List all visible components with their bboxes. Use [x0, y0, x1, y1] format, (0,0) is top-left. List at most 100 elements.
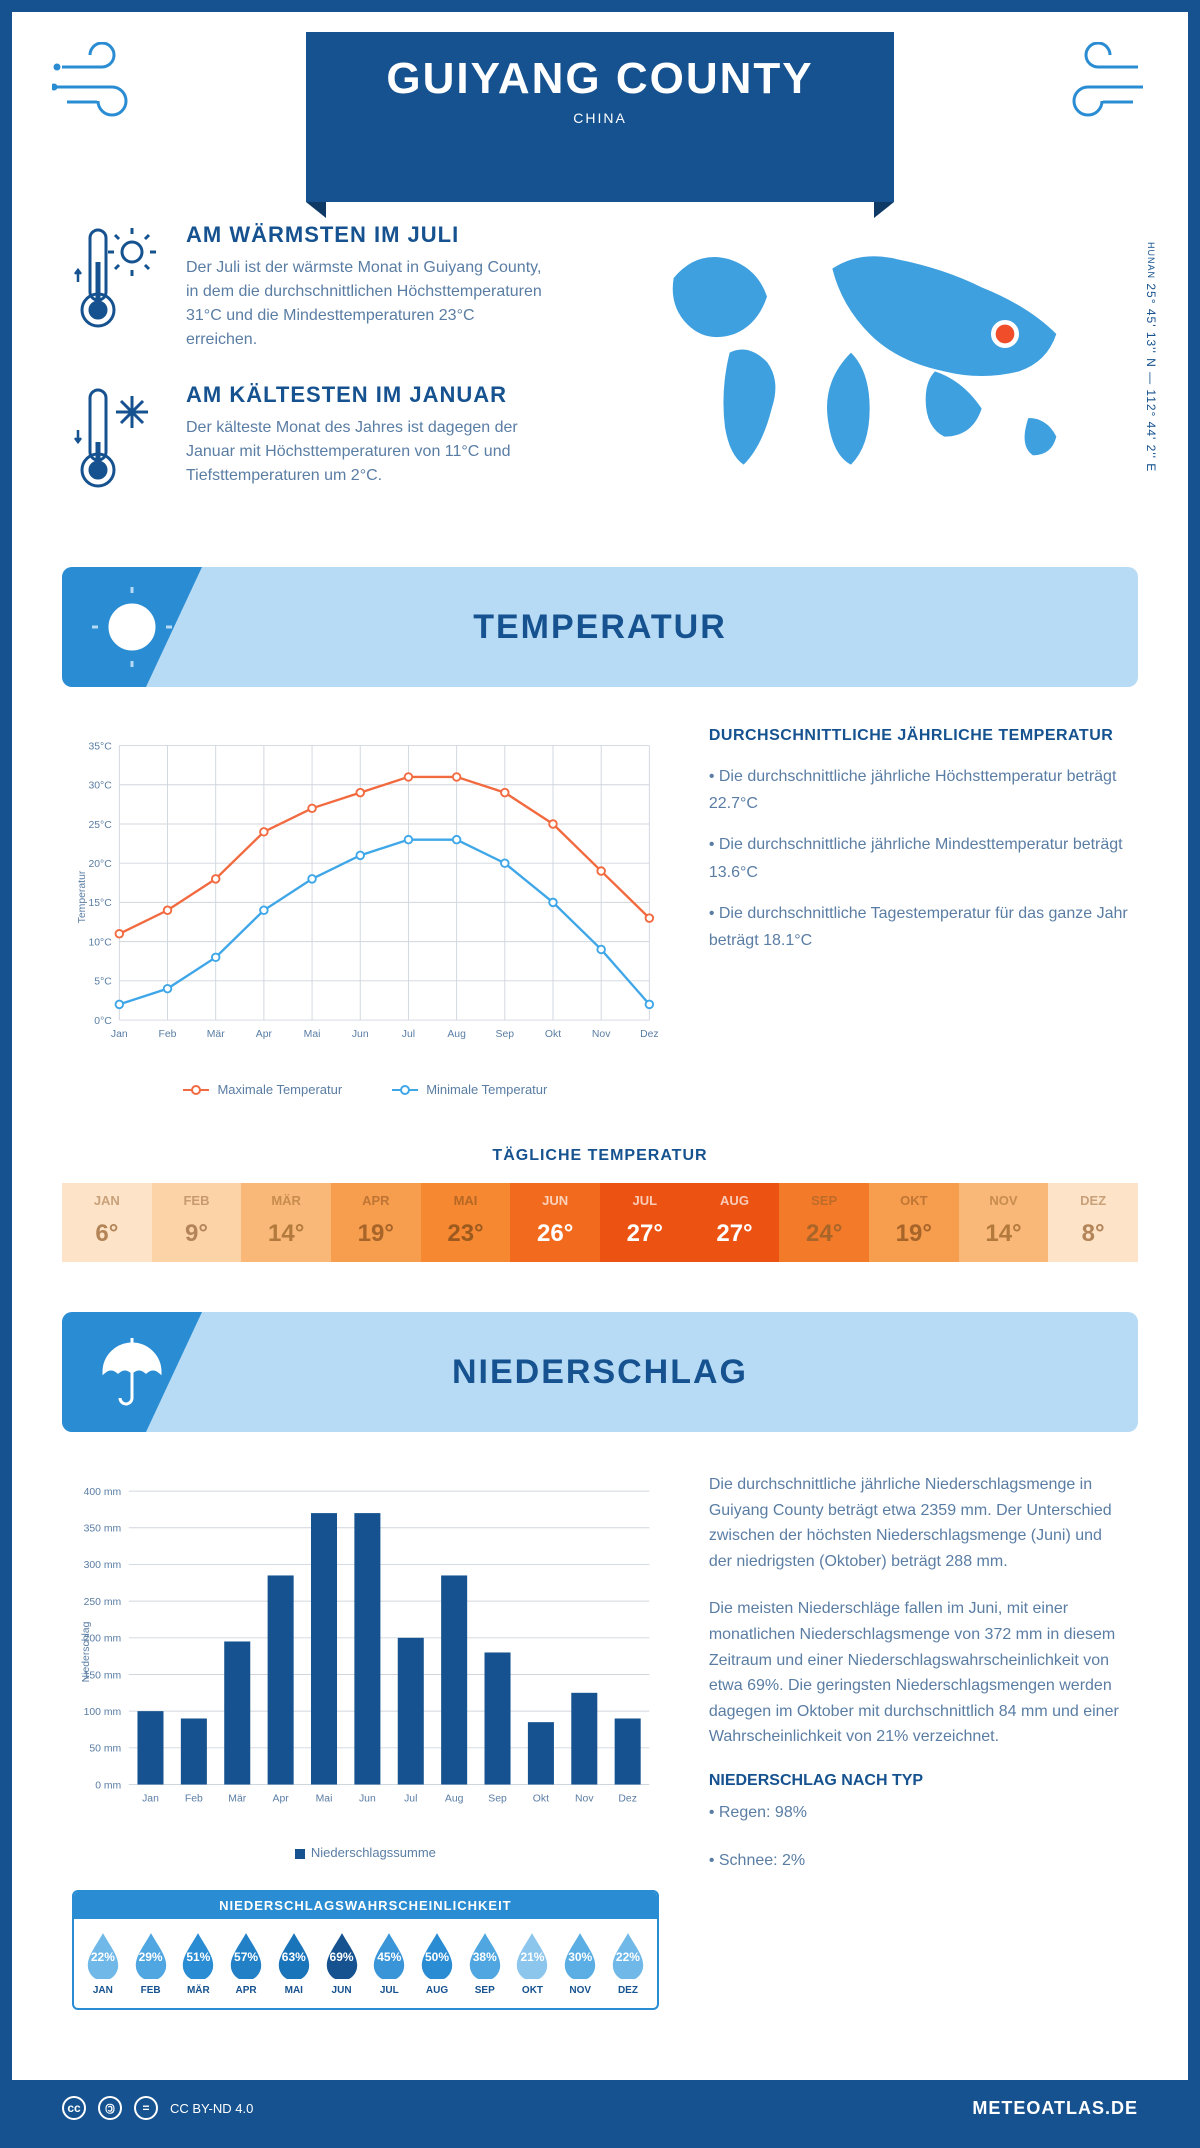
- daily-temp-grid: JAN6°FEB9°MÄR14°APR19°MAI23°JUN26°JUL27°…: [62, 1183, 1138, 1262]
- precipitation-probability-box: NIEDERSCHLAGSWAHRSCHEINLICHKEIT 22%JAN29…: [72, 1890, 659, 2010]
- svg-text:Jan: Jan: [111, 1029, 128, 1040]
- svg-text:Jan: Jan: [142, 1794, 159, 1805]
- daily-temp-cell: JUL27°: [600, 1183, 690, 1262]
- svg-text:Dez: Dez: [640, 1029, 659, 1040]
- svg-text:400 mm: 400 mm: [84, 1487, 122, 1498]
- svg-text:Nov: Nov: [592, 1029, 611, 1040]
- prob-cell: 69%JUN: [319, 1931, 365, 1996]
- prob-cell: 63%MAI: [271, 1931, 317, 1996]
- svg-text:25°C: 25°C: [88, 820, 112, 831]
- prob-cell: 21%OKT: [510, 1931, 556, 1996]
- svg-text:Sep: Sep: [496, 1029, 515, 1040]
- daily-temp-cell: APR19°: [331, 1183, 421, 1262]
- temperature-line-chart: 0°C 5°C 10°C 15°C 20°C 25°C 30°C 35°C Jan Feb Mär A…: [72, 727, 659, 1097]
- bar-chart-legend: Niederschlagssumme: [72, 1845, 659, 1860]
- svg-text:350 mm: 350 mm: [84, 1524, 122, 1535]
- temperature-info: DURCHSCHNITTLICHE JÄHRLICHE TEMPERATUR •…: [709, 727, 1128, 1097]
- daily-temp-cell: MÄR14°: [241, 1183, 331, 1262]
- svg-text:Mai: Mai: [304, 1029, 321, 1040]
- header: GUIYANG COUNTY CHINA: [12, 12, 1188, 202]
- svg-text:Aug: Aug: [447, 1029, 466, 1040]
- prob-cell: 30%NOV: [557, 1931, 603, 1996]
- svg-text:0°C: 0°C: [94, 1016, 112, 1027]
- temperature-section-header: TEMPERATUR: [62, 567, 1138, 687]
- page-subtitle: CHINA: [386, 110, 813, 126]
- precipitation-title: NIEDERSCHLAG: [452, 1353, 748, 1392]
- svg-text:30°C: 30°C: [88, 781, 112, 792]
- svg-text:Temperatur: Temperatur: [77, 870, 88, 923]
- svg-text:Jul: Jul: [404, 1794, 417, 1805]
- brand-text: METEOATLAS.DE: [972, 2098, 1138, 2119]
- precipitation-section-header: NIEDERSCHLAG: [62, 1312, 1138, 1432]
- coldest-text: Der kälteste Monat des Jahres ist dagege…: [186, 416, 546, 488]
- svg-text:Feb: Feb: [185, 1794, 203, 1805]
- svg-text:Jul: Jul: [402, 1029, 415, 1040]
- svg-text:Apr: Apr: [273, 1794, 290, 1805]
- daily-temp-cell: JAN6°: [62, 1183, 152, 1262]
- daily-temp-cell: MAI23°: [421, 1183, 511, 1262]
- wind-icon-left: [52, 42, 152, 127]
- daily-temp-cell: NOV14°: [959, 1183, 1049, 1262]
- svg-text:Mär: Mär: [228, 1794, 246, 1805]
- daily-temp-title: TÄGLICHE TEMPERATUR: [12, 1147, 1188, 1165]
- cc-icon: cc: [62, 2096, 86, 2120]
- svg-text:50 mm: 50 mm: [89, 1744, 121, 1755]
- svg-text:0 mm: 0 mm: [95, 1780, 121, 1791]
- svg-text:Mai: Mai: [316, 1794, 333, 1805]
- coordinates: HUNAN 25° 45' 13'' N — 112° 44' 2'' E: [1144, 242, 1158, 472]
- sun-icon: [92, 587, 172, 672]
- temperature-title: TEMPERATUR: [473, 608, 727, 647]
- daily-temp-cell: OKT19°: [869, 1183, 959, 1262]
- svg-text:100 mm: 100 mm: [84, 1707, 122, 1718]
- prob-cell: 22%DEZ: [605, 1931, 651, 1996]
- svg-text:Feb: Feb: [159, 1029, 177, 1040]
- svg-text:Jun: Jun: [359, 1794, 376, 1805]
- page-title: GUIYANG COUNTY: [386, 54, 813, 104]
- intro-section: AM WÄRMSTEN IM JULI Der Juli ist der wär…: [12, 202, 1188, 567]
- by-icon: 🄯: [98, 2096, 122, 2120]
- infographic-frame: GUIYANG COUNTY CHINA: [0, 0, 1200, 2148]
- svg-text:Apr: Apr: [256, 1029, 273, 1040]
- wind-icon-right: [1048, 42, 1148, 127]
- coldest-block: AM KÄLTESTEN IM JANUAR Der kälteste Mona…: [72, 382, 570, 497]
- warmest-block: AM WÄRMSTEN IM JULI Der Juli ist der wär…: [72, 222, 570, 352]
- daily-temp-cell: FEB9°: [152, 1183, 242, 1262]
- svg-text:Niederschlag: Niederschlag: [81, 1621, 92, 1682]
- umbrella-icon: [92, 1332, 172, 1417]
- thermometer-snow-icon: [72, 382, 162, 497]
- prob-cell: 45%JUL: [366, 1931, 412, 1996]
- daily-temp-cell: AUG27°: [690, 1183, 780, 1262]
- prob-cell: 50%AUG: [414, 1931, 460, 1996]
- prob-cell: 29%FEB: [128, 1931, 174, 1996]
- svg-text:Okt: Okt: [545, 1029, 561, 1040]
- world-map: [630, 222, 1128, 502]
- line-chart-legend: Maximale Temperatur Minimale Temperatur: [72, 1082, 659, 1097]
- svg-text:10°C: 10°C: [88, 937, 112, 948]
- warmest-title: AM WÄRMSTEN IM JULI: [186, 222, 546, 248]
- svg-text:300 mm: 300 mm: [84, 1560, 122, 1571]
- svg-text:35°C: 35°C: [88, 741, 112, 752]
- coldest-title: AM KÄLTESTEN IM JANUAR: [186, 382, 546, 408]
- warmest-text: Der Juli ist der wärmste Monat in Guiyan…: [186, 256, 546, 352]
- license-text: CC BY-ND 4.0: [170, 2101, 253, 2116]
- daily-temp-cell: JUN26°: [510, 1183, 600, 1262]
- svg-text:20°C: 20°C: [88, 859, 112, 870]
- nd-icon: =: [134, 2096, 158, 2120]
- footer: cc 🄯 = CC BY-ND 4.0 METEOATLAS.DE: [12, 2080, 1188, 2136]
- daily-temp-cell: SEP24°: [779, 1183, 869, 1262]
- prob-cell: 51%MÄR: [175, 1931, 221, 1996]
- prob-cell: 22%JAN: [80, 1931, 126, 1996]
- prob-cell: 38%SEP: [462, 1931, 508, 1996]
- daily-temp-cell: DEZ8°: [1048, 1183, 1138, 1262]
- svg-text:15°C: 15°C: [88, 898, 112, 909]
- svg-text:250 mm: 250 mm: [84, 1597, 122, 1608]
- svg-text:5°C: 5°C: [94, 977, 112, 988]
- title-banner: GUIYANG COUNTY CHINA: [306, 32, 893, 202]
- svg-text:Sep: Sep: [488, 1794, 507, 1805]
- svg-text:Jun: Jun: [352, 1029, 369, 1040]
- prob-cell: 57%APR: [223, 1931, 269, 1996]
- svg-text:Dez: Dez: [618, 1794, 637, 1805]
- svg-text:Okt: Okt: [533, 1794, 549, 1805]
- svg-text:Mär: Mär: [207, 1029, 225, 1040]
- svg-text:Nov: Nov: [575, 1794, 594, 1805]
